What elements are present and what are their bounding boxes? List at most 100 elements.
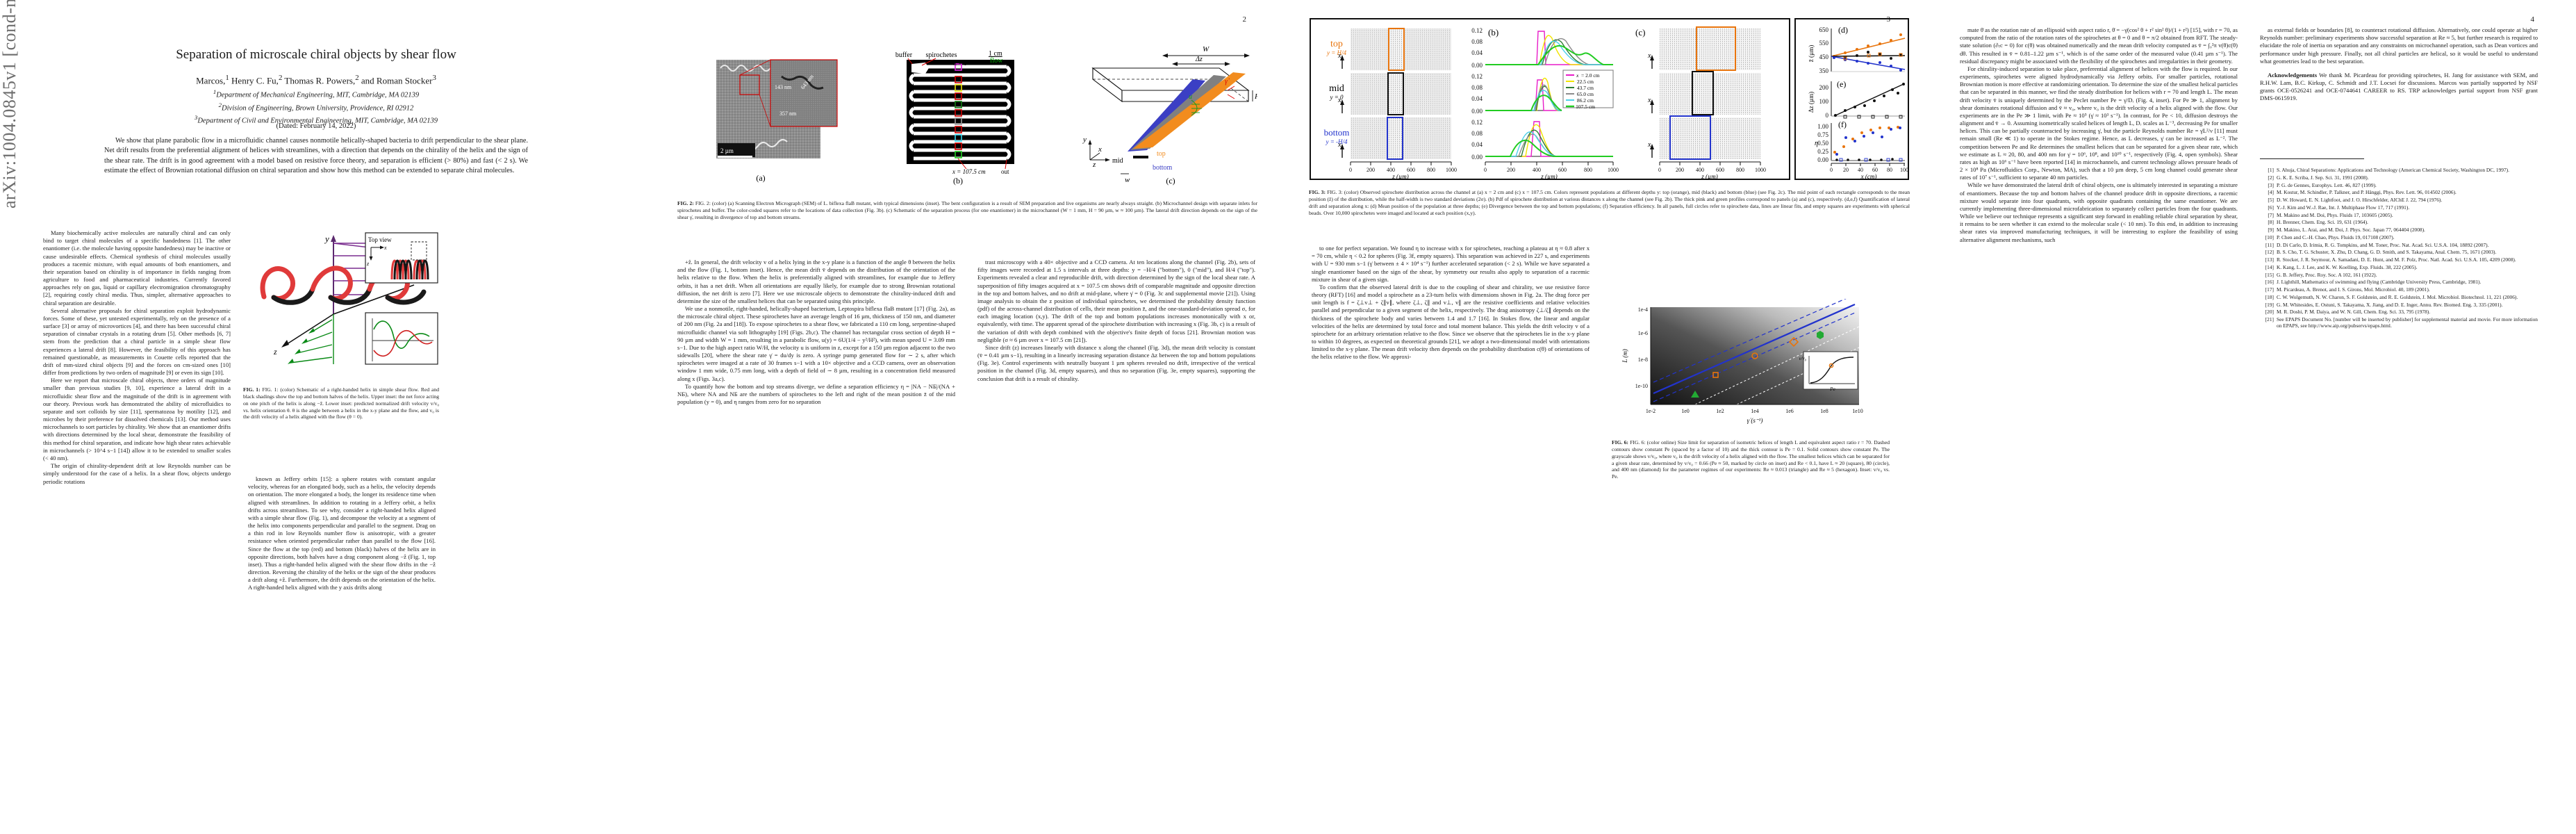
date-line: (Dated: February 14, 2022) [276,122,356,130]
paragraph: trast microscopy with a 40× objective an… [977,259,1255,343]
svg-text:x: x [1647,52,1651,60]
paragraph: +ẑ. In general, the drift velocity v of … [677,259,955,304]
svg-text:x: x [1647,141,1651,149]
svg-text:80: 80 [1887,167,1892,173]
svg-text:1e8: 1e8 [1820,408,1828,414]
figure-1: y z [243,231,439,380]
paragraph: We use a nonmotile, right-handed, helica… [677,305,955,382]
svg-text:0: 0 [1349,167,1352,173]
svg-text:0.00: 0.00 [1817,156,1828,163]
svg-text:43.7 cm: 43.7 cm [1577,85,1594,91]
reference-item: [4] M. Kostur, M. Schindler, P. Talkner, … [2268,189,2457,196]
page2-column-1: +ẑ. In general, the drift velocity v of … [677,259,955,406]
svg-text:z: z [366,261,370,267]
svg-text:60: 60 [1872,167,1878,173]
reference-list: [1] S. Ahuja, Chiral Separations: Applica… [2260,167,2538,330]
svg-text:1e-10: 1e-10 [1635,383,1648,389]
label-bottom: bottom [1153,164,1173,172]
svg-text:100: 100 [1900,167,1908,173]
svg-text:800: 800 [1427,167,1435,173]
figure-2-label: FIG. 2: [677,200,694,206]
svg-text:0.04: 0.04 [1471,95,1483,102]
svg-text:0.08: 0.08 [1471,130,1483,137]
panel-f-ylabel: η [1815,140,1818,147]
svg-text:650: 650 [1819,26,1829,33]
svg-text:1e2: 1e2 [1716,408,1724,414]
reference-item: [14] K. Kang, L. J. Lee, and K. W. Koelli… [2265,263,2418,270]
reference-item: [13] R. Stocker, J. R. Seymour, A. Samada… [2265,256,2516,263]
svg-text:z: z [273,347,277,357]
svg-text:100: 100 [1819,98,1829,105]
fig6-ylabel: L (m) [1621,349,1628,363]
reference-item: [1] S. Ahuja, Chiral Separations: Applica… [2268,167,2509,173]
svg-text:0.50: 0.50 [1817,140,1828,147]
page2-column-2: trast microscopy with a 40× objective an… [977,259,1255,383]
reference-item: [19] G. M. Whitesides, E. Ostuni, S. Taka… [2265,301,2503,308]
svg-text:400: 400 [1696,167,1704,173]
subcap-e: (e) [1837,79,1846,89]
axis-x: x [1098,145,1102,154]
svg-text:0.08: 0.08 [1471,84,1483,91]
svg-text:0.00: 0.00 [1471,62,1483,69]
affiliations: 1Department of Mechanical Engineering, M… [194,88,438,125]
svg-text:1e4: 1e4 [1751,408,1759,414]
paragraph: To quantify how the bottom and top strea… [677,382,955,406]
axis-z-label: z (µm) [1392,173,1408,180]
paragraph: The origin of chirality-dependent drift … [43,462,231,485]
figure-6-label: FIG. 6: [1612,439,1628,445]
rowlabel-top: top [1330,39,1343,49]
panel-f-xlabel: x (cm) [1860,173,1877,180]
label-top: top [1157,150,1166,158]
svg-text:z (µm): z (µm) [1540,173,1557,180]
figure-2-caption: FIG. 2: FIG. 2: (color) (a) Scanning Ele… [677,200,1257,220]
rowlabel-bottom-sub: y = -H/4 [1325,138,1348,145]
reference-item: [10] P. Chen and C.-H. Chao, Phys. Fluids… [2265,234,2395,240]
svg-text:200: 200 [1507,167,1515,173]
paragraph: For chirality-induced separation to take… [1960,65,2238,181]
acknowledgements: Acknowledgements We thank M. Picardeau f… [2260,72,2538,103]
svg-text:= 2.0 cm: = 2.0 cm [1581,72,1600,79]
paragraph: To confirm that the observed lateral dri… [1312,283,1590,361]
svg-text:86.2 cm: 86.2 cm [1577,97,1594,104]
paragraph: mate θ̇ as the rotation rate of an ellip… [1960,26,2238,65]
subcap-b: (b) [1488,27,1498,38]
svg-text:x: x [383,245,387,251]
page1-column-1: Many biochemically active molecules are … [43,229,231,486]
paragraph: Several alternative proposals for chiral… [43,306,231,377]
svg-text:0.04: 0.04 [1471,49,1483,56]
subcap-d: (d) [1838,25,1848,35]
svg-text:600: 600 [1716,167,1724,173]
rowlabel-bottom: bottom [1324,127,1350,138]
svg-text:800: 800 [1736,167,1744,173]
dim-dz: Δz [1195,56,1203,63]
reference-item: [6] Y.-J. Kim and W.-J. Rae, Int. J. Mult… [2268,204,2410,211]
svg-text:107.5 cm: 107.5 cm [1576,104,1595,110]
subcap-a: (a) [756,173,765,183]
figure-1-label: FIG. 1: [243,386,261,393]
reference-item: [21] See EPAPS Document No. [number will … [2265,316,2538,329]
label-spirochetes: spirochetes [926,51,957,59]
svg-text:1e10: 1e10 [1852,408,1863,414]
rowlabel-mid: mid [1329,83,1344,94]
label-out: out [1001,168,1009,175]
page1-column-2: known as Jeffery orbits [15]: a sphere r… [248,475,436,592]
label-mid: mid [1112,157,1123,165]
rowlabel-top-sub: y = H/4 [1326,49,1347,56]
svg-text:200: 200 [1676,167,1684,173]
svg-text:0.25: 0.25 [1817,148,1828,155]
acknowledgements-label: Acknowledgements [2268,71,2318,79]
label-1cm: 1 cm [989,50,1002,58]
reference-item: [8] H. Brenner, Chem. Eng. Sci. 19, 631 (… [2268,219,2368,226]
svg-text:1e-2: 1e-2 [1646,408,1656,414]
subcap-b: (b) [953,176,963,186]
fig1-topview-label: Top view [368,236,392,243]
svg-text:0.12: 0.12 [1471,27,1483,34]
svg-text:1e-6: 1e-6 [1638,330,1648,336]
page-1: arXiv:1004.0845v1 [cond-mat.mes-hall] 6 … [0,0,644,834]
author-list: Marcos,1 Henry C. Fu,2 Thomas R. Powers,… [196,74,436,86]
figure-2: 143 nm 643 nm 357 nm 2 µm (a) [677,13,1261,186]
svg-text:1.00: 1.00 [1817,123,1828,130]
dim-w: w [1125,176,1130,184]
label-flow: flow [990,57,1003,65]
